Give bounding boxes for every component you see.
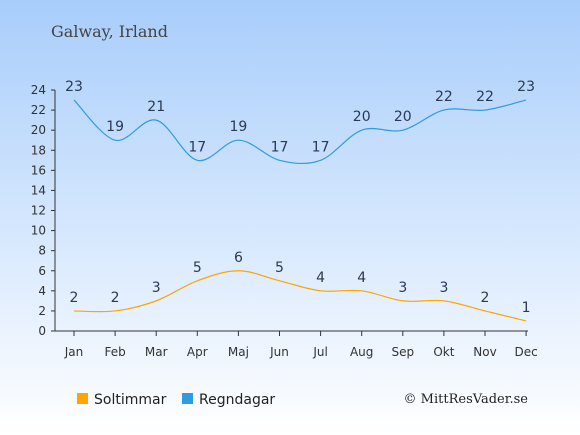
data-label-soltimmar: 2	[481, 290, 490, 306]
y-tick-label: 12	[31, 204, 46, 218]
data-label-regndagar: 19	[229, 119, 247, 135]
data-label-regndagar: 17	[271, 139, 289, 155]
data-label-soltimmar: 5	[275, 260, 284, 276]
y-tick-label: 22	[31, 103, 46, 117]
data-label-soltimmar: 3	[152, 280, 161, 296]
data-label-regndagar: 20	[353, 109, 371, 125]
x-tick-label: Sep	[391, 345, 414, 359]
data-label-soltimmar: 5	[193, 260, 202, 276]
x-tick-label: Aug	[350, 345, 373, 359]
x-tick-label: Feb	[104, 345, 125, 359]
data-label-regndagar: 22	[435, 89, 453, 105]
data-label-soltimmar: 3	[439, 280, 448, 296]
data-label-soltimmar: 6	[234, 250, 243, 266]
data-label-soltimmar: 2	[70, 290, 79, 306]
y-tick-label: 14	[31, 183, 46, 197]
credit-text: © MittResVader.se	[404, 392, 529, 407]
legend-label-regndagar: Regndagar	[199, 392, 275, 408]
y-tick-label: 6	[38, 264, 46, 278]
x-tick-label: Jun	[269, 345, 289, 359]
y-tick-label: 24	[31, 83, 46, 97]
y-tick-label: 0	[38, 324, 46, 338]
data-label-soltimmar: 4	[316, 270, 325, 286]
x-tick-label: Jan	[64, 345, 84, 359]
data-label-soltimmar: 2	[111, 290, 120, 306]
series-line-soltimmar	[73, 270, 527, 322]
x-tick-label: Maj	[228, 345, 249, 359]
legend-swatch-soltimmar	[77, 393, 88, 404]
data-label-regndagar: 23	[517, 79, 535, 95]
x-tick-label: Dec	[514, 345, 537, 359]
data-label-regndagar: 19	[106, 119, 124, 135]
data-label-regndagar: 17	[312, 139, 330, 155]
legend-label-soltimmar: Soltimmar	[94, 392, 167, 408]
data-label-regndagar: 20	[394, 109, 412, 125]
x-tick-label: Jul	[312, 345, 327, 359]
y-tick-label: 4	[38, 284, 46, 298]
data-label-soltimmar: 3	[398, 280, 407, 296]
data-label-regndagar: 23	[65, 79, 83, 95]
series-line-regndagar	[73, 99, 527, 165]
y-tick-label: 2	[38, 304, 46, 318]
x-tick-label: Apr	[187, 345, 208, 359]
legend-swatch-regndagar	[182, 393, 193, 404]
chart-title: Galway, Irland	[51, 22, 168, 41]
data-label-regndagar: 22	[476, 89, 494, 105]
data-label-soltimmar: 1	[522, 300, 531, 316]
x-tick-label: Nov	[473, 345, 496, 359]
data-label-regndagar: 17	[188, 139, 206, 155]
y-tick-label: 8	[38, 244, 46, 258]
y-tick-label: 20	[31, 123, 46, 137]
data-label-soltimmar: 4	[357, 270, 366, 286]
y-tick-label: 16	[31, 163, 46, 177]
chart-legend: Soltimmar Regndagar	[77, 392, 275, 408]
y-tick-label: 18	[31, 143, 46, 157]
x-tick-label: Mar	[145, 345, 168, 359]
x-tick-label: Okt	[433, 345, 454, 359]
y-tick-label: 10	[31, 224, 46, 238]
data-label-regndagar: 21	[147, 99, 165, 115]
series-layer	[73, 99, 527, 322]
